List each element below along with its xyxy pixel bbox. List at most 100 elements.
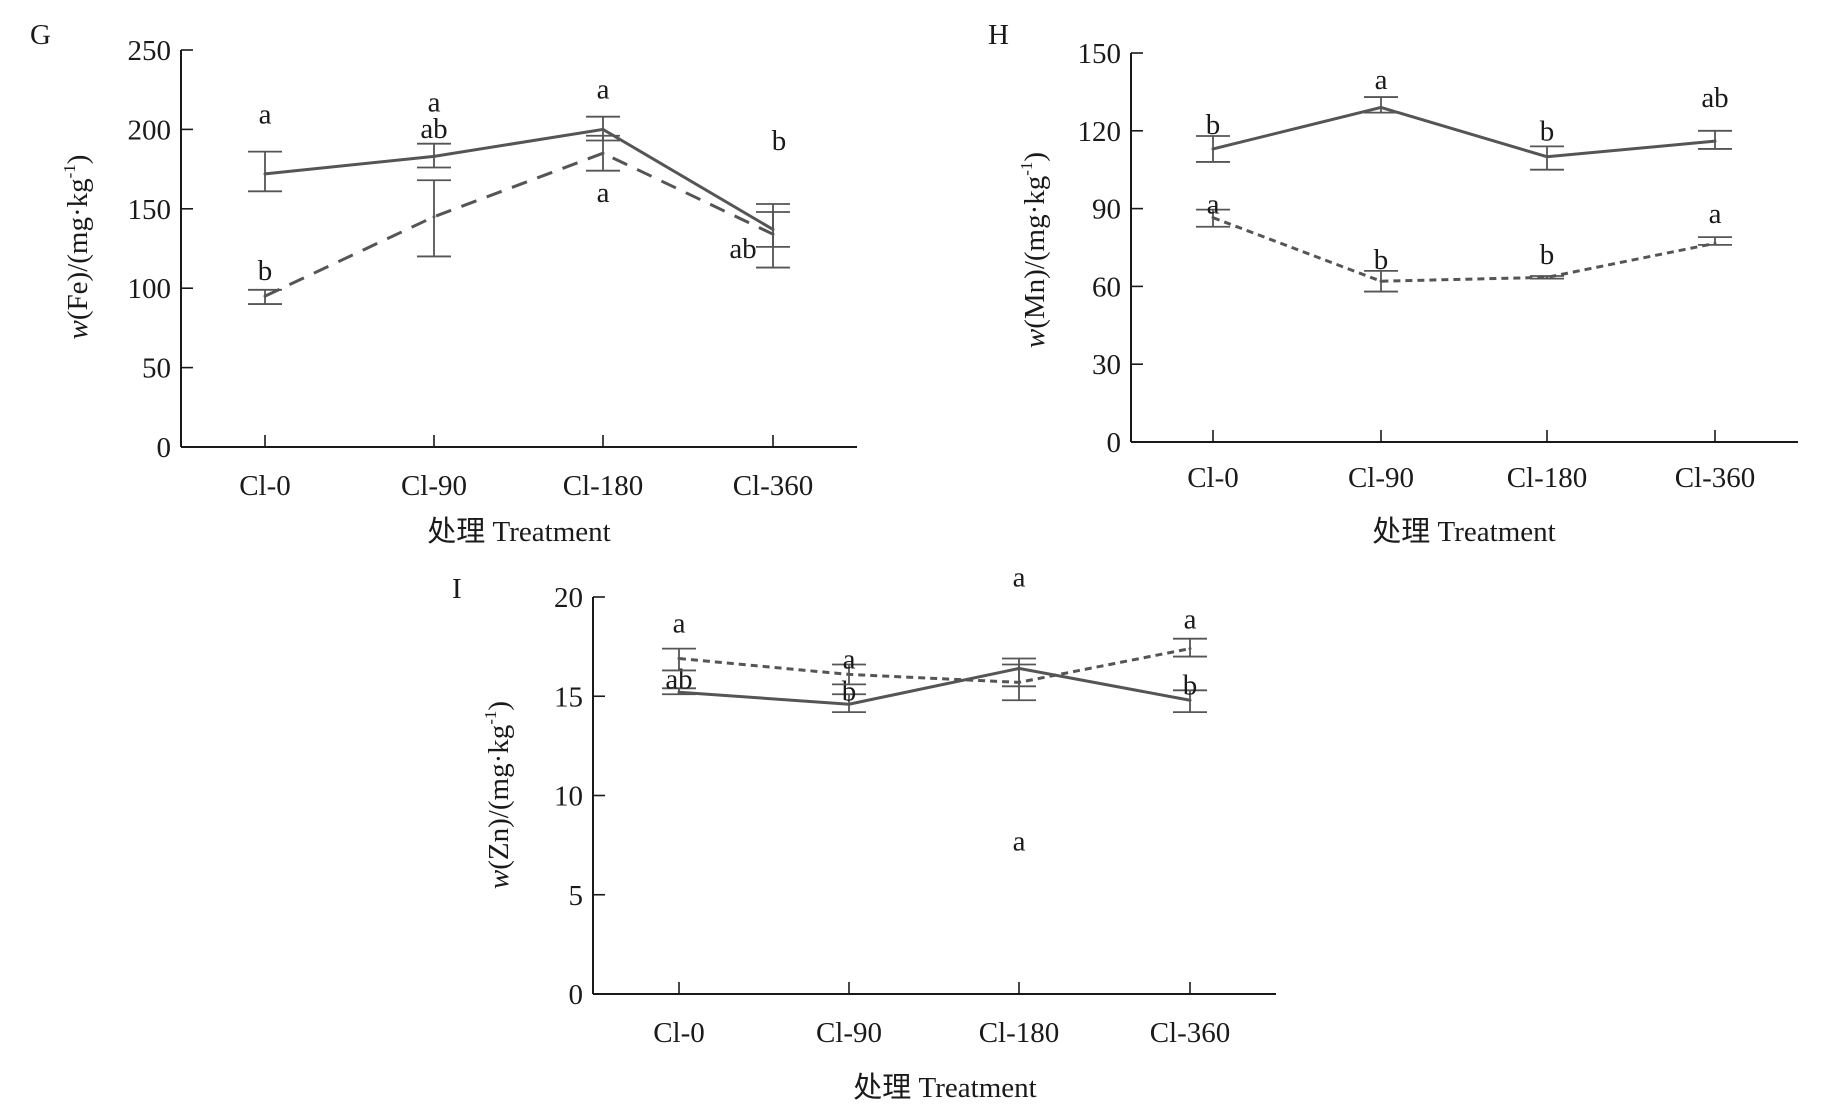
series-dashed: b ab a ab <box>248 113 790 305</box>
data-point <box>771 232 775 236</box>
x-tick-label: Cl-180 <box>1507 462 1588 494</box>
x-tick-label: Cl-360 <box>1150 1017 1231 1049</box>
x-tick-label: Cl-0 <box>239 470 291 502</box>
series-solid: ab bab <box>662 562 1207 714</box>
y-axis-title-close: ) <box>483 701 515 711</box>
y-tick-label: 10 <box>554 781 583 813</box>
series-solid: a a ab <box>248 74 790 248</box>
y-axis-title-var: w <box>1019 328 1051 348</box>
x-tick-label: Cl-90 <box>401 470 467 502</box>
data-point <box>1211 216 1215 220</box>
y-axis-title-var: w <box>483 869 515 889</box>
y-tick-label: 50 <box>142 353 171 385</box>
panel-label: G <box>30 19 51 51</box>
y-axis-title-close: ) <box>62 155 94 165</box>
significance-letter: a <box>843 643 856 675</box>
data-point <box>1713 139 1717 143</box>
significance-letter: a <box>673 608 686 640</box>
series-line-solid <box>264 127 774 231</box>
series-dashed: a a a a <box>662 604 1207 857</box>
data-point <box>1188 698 1192 702</box>
svg-text:w(Zn)/(mg·kg-1): w(Zn)/(mg·kg-1) <box>481 701 515 889</box>
series-dashed: a b b a <box>1196 189 1732 293</box>
data-point <box>677 690 681 694</box>
x-tick-label: Cl-90 <box>816 1017 882 1049</box>
y-tick-label: 120 <box>1078 116 1122 148</box>
significance-letter: b <box>1540 115 1555 147</box>
data-point <box>1188 647 1192 651</box>
significance-letter: a <box>1207 189 1220 221</box>
data-point <box>1379 105 1383 109</box>
y-axis-title-body: (Fe)/(mg·kg <box>62 178 94 320</box>
series-line-dashed <box>678 647 1191 684</box>
x-tick-label: Cl-360 <box>733 470 814 502</box>
y-axis-title-var: w <box>62 319 94 339</box>
significance-letter: b <box>1374 244 1389 276</box>
y-axis-title-body: (Zn)/(mg·kg <box>483 725 515 870</box>
x-tick-label: Cl-0 <box>1187 462 1239 494</box>
y-tick-label: 30 <box>1092 349 1121 381</box>
y-tick-label: 60 <box>1092 271 1121 303</box>
panel-h: H w(Mn)/(mg·kg-1) 处理 Treatment 0 30 60 90 12… <box>988 19 1798 548</box>
x-tick-label: Cl-180 <box>563 470 644 502</box>
y-tick-label: 20 <box>554 582 583 614</box>
y-tick-label: 15 <box>554 681 583 713</box>
y-axis-title-body: (Mn)/(mg·kg <box>1019 176 1051 329</box>
data-point <box>1713 241 1717 245</box>
significance-letter: ab <box>420 113 447 145</box>
x-axis-title: 处理 Treatment <box>853 1071 1036 1104</box>
y-axis-title-close: ) <box>1019 152 1051 162</box>
significance-letter: a <box>1709 198 1722 230</box>
significance-letter: a <box>1184 604 1197 636</box>
series-line-solid <box>678 666 1191 706</box>
data-point <box>263 172 267 176</box>
data-point <box>1545 155 1549 159</box>
data-point <box>1379 279 1383 283</box>
significance-letter: ab <box>729 233 756 265</box>
y-tick-label: 90 <box>1092 194 1121 226</box>
y-tick-label: 200 <box>128 114 172 146</box>
significance-letter: a <box>259 99 272 131</box>
significance-letter: a <box>1013 562 1026 594</box>
panel-label: H <box>988 19 1009 51</box>
y-tick-label: 0 <box>569 979 584 1011</box>
data-point <box>432 154 436 158</box>
panel-i: I w(Zn)/(mg·kg-1) 处理 Treatment 0 5 10 15 20 C… <box>452 562 1276 1104</box>
significance-letter: a <box>597 74 610 106</box>
y-tick-label: 150 <box>128 194 172 226</box>
data-point <box>1211 147 1215 151</box>
x-tick-label: Cl-360 <box>1675 462 1756 494</box>
y-tick-label: 150 <box>1078 38 1122 70</box>
significance-letter: a <box>1013 825 1026 857</box>
significance-letter: b <box>1206 109 1221 141</box>
data-point <box>432 215 436 219</box>
y-axis-title: w(Mn)/(mg·kg-1) <box>1017 152 1051 348</box>
svg-text:w(Fe)/(mg·kg-1): w(Fe)/(mg·kg-1) <box>60 155 94 340</box>
data-point <box>601 127 605 131</box>
data-point <box>847 702 851 706</box>
significance-letter: b <box>772 125 787 157</box>
data-point <box>263 294 267 298</box>
data-point <box>677 657 681 661</box>
y-axis-title: w(Fe)/(mg·kg-1) <box>60 155 94 340</box>
significance-letter: b <box>258 255 273 287</box>
data-point <box>847 672 851 676</box>
significance-letter: ab <box>1701 82 1728 114</box>
y-axis-title-sup: -1 <box>1017 162 1036 176</box>
x-tick-label: Cl-0 <box>653 1017 705 1049</box>
significance-letter: b <box>842 675 857 707</box>
series-line-solid <box>1212 105 1716 159</box>
series-line-dashed <box>264 151 774 298</box>
significance-letter: a <box>597 177 610 209</box>
x-tick-label: Cl-180 <box>979 1017 1060 1049</box>
y-axis-title-sup: -1 <box>60 164 79 178</box>
x-axis-title: 处理 Treatment <box>427 515 610 548</box>
panel-label: I <box>452 573 462 605</box>
y-tick-label: 100 <box>128 273 172 305</box>
significance-letter: b <box>1183 669 1198 701</box>
y-tick-label: 0 <box>1107 427 1122 459</box>
x-tick-label: Cl-90 <box>1348 462 1414 494</box>
svg-text:w(Mn)/(mg·kg-1): w(Mn)/(mg·kg-1) <box>1017 152 1051 348</box>
y-tick-label: 5 <box>569 880 584 912</box>
